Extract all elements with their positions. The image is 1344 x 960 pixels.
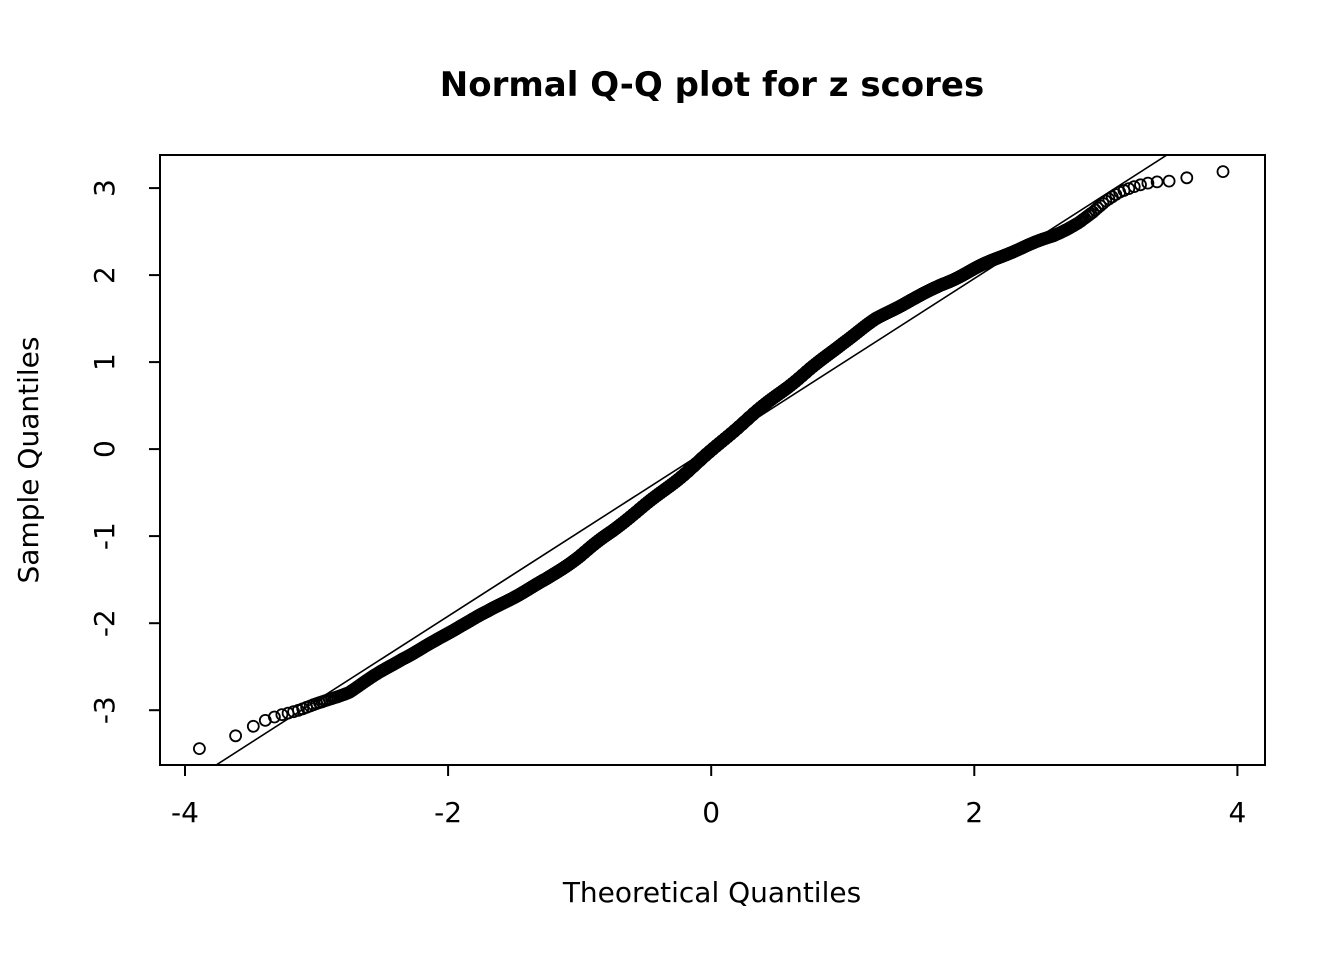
- x-axis-ticks: -4 -2 0 2 4: [171, 765, 1246, 829]
- qq-points: [192, 165, 1230, 755]
- x-tick-label: -2: [434, 796, 462, 829]
- reference-line: [214, 155, 1169, 765]
- y-tick-label: 0: [88, 440, 121, 458]
- x-tick-label: 0: [702, 796, 720, 829]
- x-tick-label: 2: [965, 796, 983, 829]
- y-tick-label: 2: [88, 266, 121, 284]
- y-axis-ticks: -3 -2 -1 0 1 2 3: [88, 179, 160, 724]
- y-axis-label: Sample Quantiles: [12, 337, 45, 584]
- y-tick-label: -2: [88, 609, 121, 637]
- x-axis-label: Theoretical Quantiles: [562, 876, 861, 909]
- x-tick-label: 4: [1228, 796, 1246, 829]
- y-tick-label: -3: [88, 696, 121, 724]
- plot-border: [159, 154, 1266, 766]
- x-tick-label: -4: [171, 796, 199, 829]
- chart-title: Normal Q-Q plot for z scores: [440, 65, 984, 105]
- y-tick-label: -1: [88, 522, 121, 550]
- y-tick-label: 3: [88, 179, 121, 197]
- y-tick-label: 1: [88, 353, 121, 371]
